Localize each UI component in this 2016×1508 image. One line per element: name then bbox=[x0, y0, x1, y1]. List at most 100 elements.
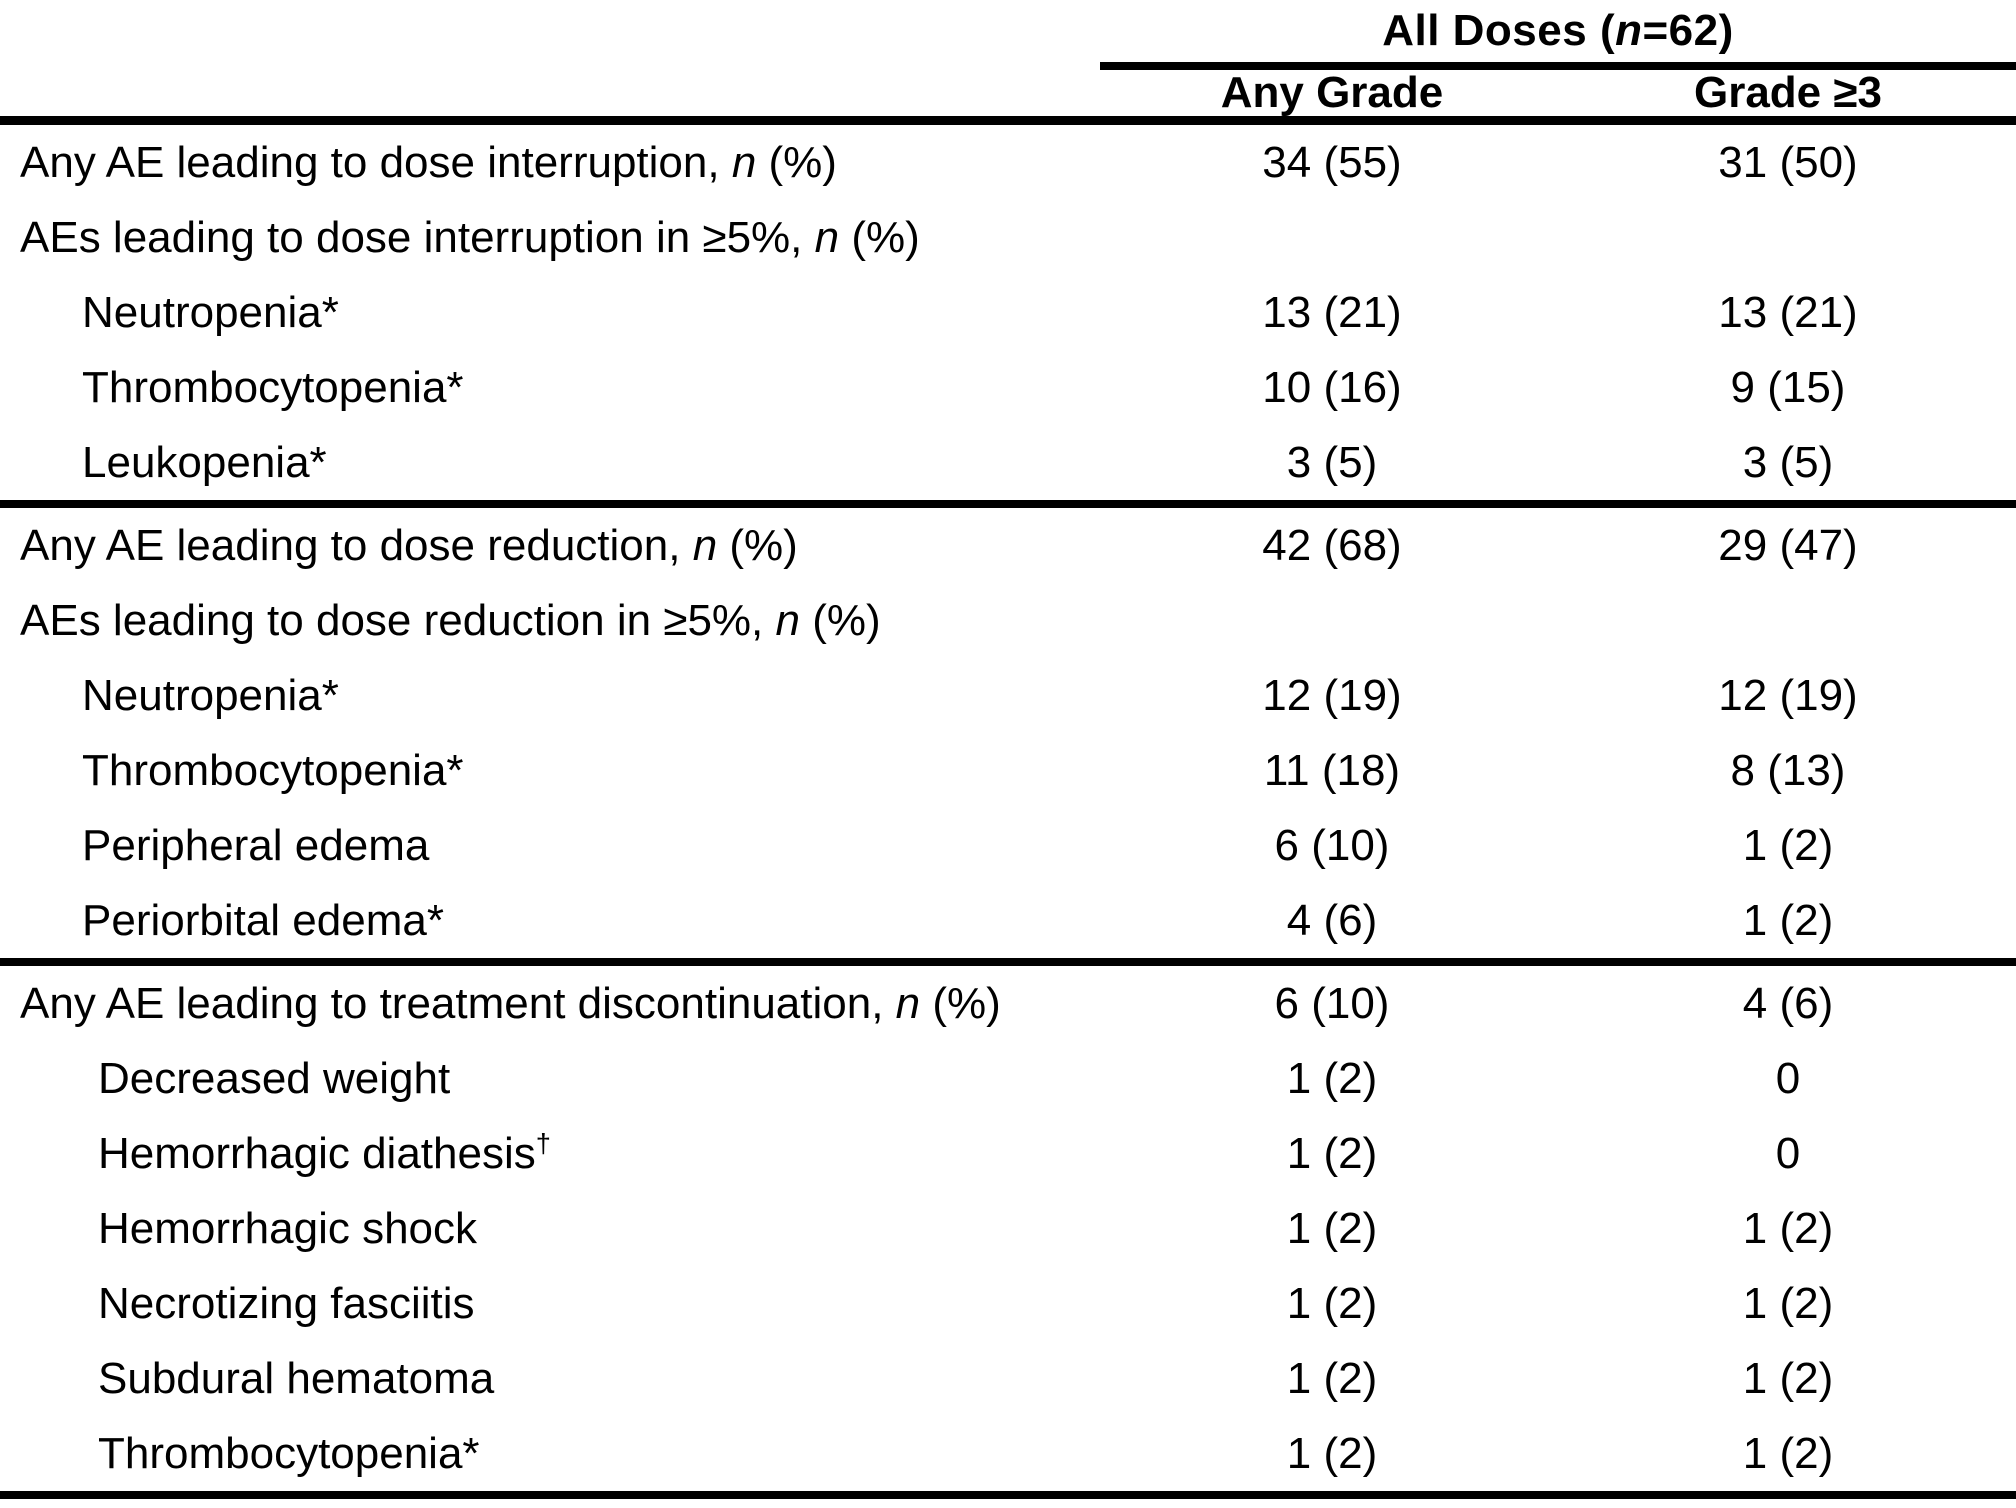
table-row: AEs leading to dose interruption in ≥5%,… bbox=[0, 200, 2016, 275]
row-label-text: Peripheral edema bbox=[82, 820, 430, 870]
row-label-text: Thrombocytopenia* bbox=[82, 362, 464, 412]
table-row: Thrombocytopenia* 11 (18) 8 (13) bbox=[0, 733, 2016, 808]
row-label-text: Hemorrhagic shock bbox=[98, 1203, 478, 1253]
row-label: Any AE leading to treatment discontinuat… bbox=[0, 978, 1104, 1028]
row-value-any-grade: 6 (10) bbox=[1274, 978, 1390, 1028]
row-label-text: Thrombocytopenia* bbox=[98, 1428, 480, 1478]
row-label-text: Subdural hematoma bbox=[98, 1353, 495, 1403]
table-row: Decreased weight 1 (2) 0 bbox=[0, 1041, 2016, 1116]
column-header-any-grade: Any Grade bbox=[1220, 68, 1444, 117]
table-header-columns-row: Any Grade Grade ≥3 bbox=[0, 70, 2016, 116]
row-value-grade-ge3: 12 (19) bbox=[1718, 670, 1858, 720]
section-divider-rule bbox=[0, 500, 2016, 508]
table-row: Neutropenia* 12 (19) 12 (19) bbox=[0, 658, 2016, 733]
row-label-text: AEs leading to dose interruption in ≥5%, bbox=[20, 212, 815, 262]
table-row: Any AE leading to dose reduction, n (%) … bbox=[0, 508, 2016, 583]
row-value-any-grade: 10 (16) bbox=[1262, 362, 1402, 412]
row-label-text: Necrotizing fasciitis bbox=[98, 1278, 475, 1328]
row-label-italic-n: n bbox=[814, 212, 840, 262]
row-label-text: Thrombocytopenia* bbox=[82, 745, 464, 795]
row-label: Hemorrhagic diathesis† bbox=[0, 1127, 1104, 1178]
table-row: Hemorrhagic diathesis† 1 (2) 0 bbox=[0, 1116, 2016, 1191]
row-value-any-grade: 11 (18) bbox=[1263, 745, 1401, 795]
row-label-text: Any AE leading to dose reduction, bbox=[20, 520, 693, 570]
row-value-any-grade: 3 (5) bbox=[1286, 437, 1378, 487]
row-label: Any AE leading to dose reduction, n (%) bbox=[0, 520, 1104, 570]
row-value-any-grade: 13 (21) bbox=[1262, 287, 1402, 337]
row-value-any-grade: 1 (2) bbox=[1286, 1353, 1378, 1403]
group-header-underline bbox=[1100, 62, 2016, 70]
row-value-any-grade: 1 (2) bbox=[1286, 1428, 1378, 1478]
row-label: Subdural hematoma bbox=[0, 1353, 1104, 1403]
column-header-grade-ge3: Grade ≥3 bbox=[1693, 68, 1882, 117]
row-label-text: Decreased weight bbox=[98, 1053, 451, 1103]
row-label-italic-n: n bbox=[731, 137, 757, 187]
row-label: Decreased weight bbox=[0, 1053, 1104, 1103]
row-label: Leukopenia* bbox=[0, 437, 1104, 487]
row-value-grade-ge3: 1 (2) bbox=[1742, 895, 1834, 945]
group-title-n-italic: n bbox=[1615, 6, 1643, 55]
row-label-dagger: † bbox=[535, 1127, 551, 1159]
row-label: Any AE leading to dose interruption, n (… bbox=[0, 137, 1104, 187]
row-value-grade-ge3: 8 (13) bbox=[1730, 745, 1846, 795]
row-label-text: Neutropenia* bbox=[82, 287, 339, 337]
row-label-text: Periorbital edema* bbox=[82, 895, 444, 945]
section-divider-rule bbox=[0, 958, 2016, 966]
row-value-any-grade: 12 (19) bbox=[1262, 670, 1402, 720]
table-row: Any AE leading to dose interruption, n (… bbox=[0, 125, 2016, 200]
row-label: Thrombocytopenia* bbox=[0, 362, 1104, 412]
row-value-grade-ge3: 13 (21) bbox=[1718, 287, 1858, 337]
table-row: Subdural hematoma 1 (2) 1 (2) bbox=[0, 1341, 2016, 1416]
table-row: Any AE leading to treatment discontinuat… bbox=[0, 966, 2016, 1041]
row-label-italic-n: n bbox=[895, 978, 921, 1028]
row-value-grade-ge3: 4 (6) bbox=[1742, 978, 1834, 1028]
row-label: Necrotizing fasciitis bbox=[0, 1278, 1104, 1328]
row-label-text: (%) bbox=[717, 520, 798, 570]
row-value-grade-ge3: 0 bbox=[1775, 1053, 1801, 1103]
header-rule bbox=[0, 116, 2016, 125]
row-label: Hemorrhagic shock bbox=[0, 1203, 1104, 1253]
row-label-text: AEs leading to dose reduction in ≥5%, bbox=[20, 595, 776, 645]
row-label: Periorbital edema* bbox=[0, 895, 1104, 945]
row-value-any-grade: 1 (2) bbox=[1286, 1053, 1378, 1103]
row-label-text: (%) bbox=[756, 137, 837, 187]
row-value-grade-ge3: 1 (2) bbox=[1742, 1353, 1834, 1403]
table-row: Necrotizing fasciitis 1 (2) 1 (2) bbox=[0, 1266, 2016, 1341]
table-body: Any AE leading to dose interruption, n (… bbox=[0, 125, 2016, 1491]
row-value-grade-ge3: 3 (5) bbox=[1742, 437, 1834, 487]
row-label-text: (%) bbox=[920, 978, 1001, 1028]
table-row: Hemorrhagic shock 1 (2) 1 (2) bbox=[0, 1191, 2016, 1266]
row-label: Neutropenia* bbox=[0, 670, 1104, 720]
row-value-grade-ge3: 31 (50) bbox=[1718, 137, 1858, 187]
row-label-text: Neutropenia* bbox=[82, 670, 339, 720]
row-value-grade-ge3: 1 (2) bbox=[1742, 1428, 1834, 1478]
table-row: Periorbital edema* 4 (6) 1 (2) bbox=[0, 883, 2016, 958]
row-label: Neutropenia* bbox=[0, 287, 1104, 337]
table-row: Leukopenia* 3 (5) 3 (5) bbox=[0, 425, 2016, 500]
table-row: Thrombocytopenia* 1 (2) 1 (2) bbox=[0, 1416, 2016, 1491]
table-row: Neutropenia* 13 (21) 13 (21) bbox=[0, 275, 2016, 350]
group-title-suffix: =62) bbox=[1642, 6, 1734, 55]
row-label: AEs leading to dose interruption in ≥5%,… bbox=[0, 212, 1104, 262]
row-value-any-grade: 4 (6) bbox=[1286, 895, 1378, 945]
row-label: Thrombocytopenia* bbox=[0, 745, 1104, 795]
row-label: Thrombocytopenia* bbox=[0, 1428, 1104, 1478]
row-label-text: Leukopenia* bbox=[82, 437, 327, 487]
table-row: Thrombocytopenia* 10 (16) 9 (15) bbox=[0, 350, 2016, 425]
row-label-text: (%) bbox=[799, 595, 881, 645]
row-label-italic-n: n bbox=[692, 520, 718, 570]
row-label-italic-n: n bbox=[775, 595, 800, 645]
row-value-grade-ge3: 0 bbox=[1775, 1128, 1801, 1178]
row-value-any-grade: 34 (55) bbox=[1262, 137, 1402, 187]
table-row: AEs leading to dose reduction in ≥5%, n … bbox=[0, 583, 2016, 658]
row-label-text: Hemorrhagic diathesis bbox=[98, 1128, 536, 1178]
row-value-any-grade: 6 (10) bbox=[1274, 820, 1390, 870]
table-header-group-row: All Doses (n=62) bbox=[0, 0, 2016, 62]
row-value-grade-ge3: 9 (15) bbox=[1730, 362, 1846, 412]
row-value-grade-ge3: 1 (2) bbox=[1742, 1203, 1834, 1253]
row-label-text: Any AE leading to treatment discontinuat… bbox=[20, 978, 896, 1028]
row-label: AEs leading to dose reduction in ≥5%, n … bbox=[0, 595, 1104, 645]
row-value-any-grade: 1 (2) bbox=[1286, 1278, 1378, 1328]
row-value-any-grade: 42 (68) bbox=[1262, 520, 1402, 570]
